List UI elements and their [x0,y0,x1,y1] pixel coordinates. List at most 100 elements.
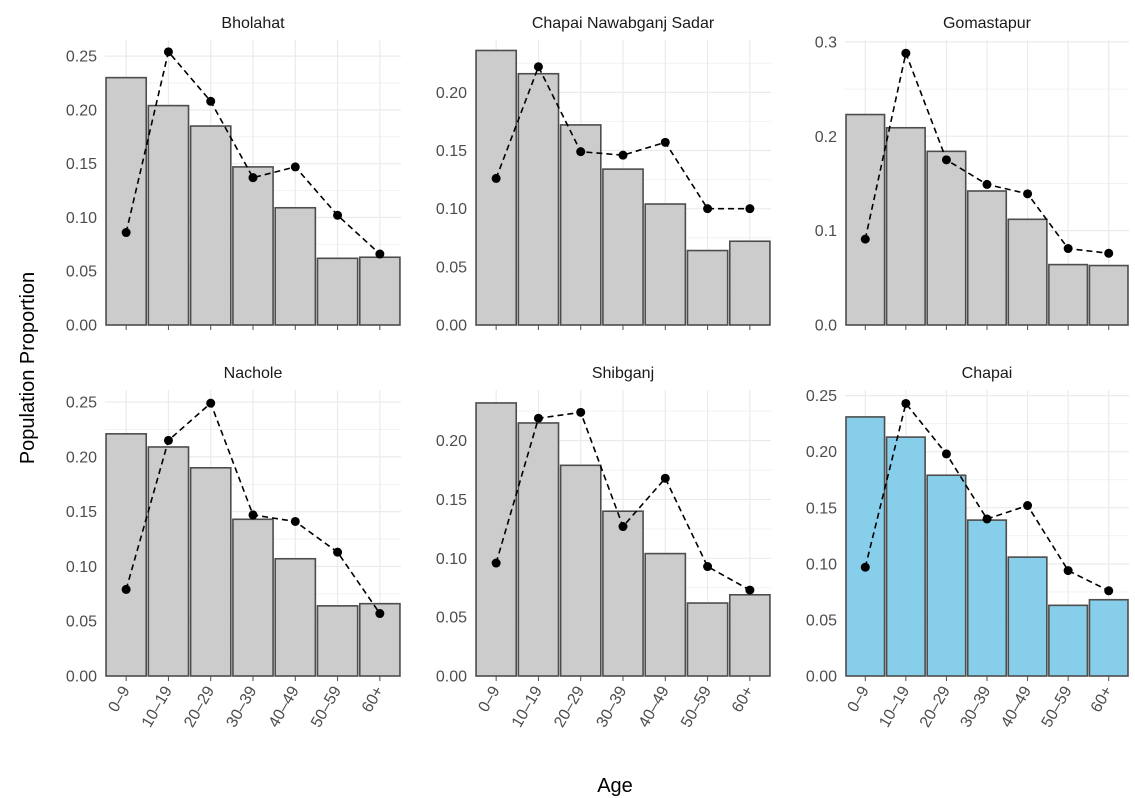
line-point-4 [290,516,300,526]
y-tick-label: 0.20 [806,444,837,461]
bar-3 [232,166,274,326]
y-tick-label: 0.15 [66,156,97,173]
panel-0: Bholahat 0.00 0.05 0.10 0.15 0.20 0.25 [66,15,401,335]
bar-2 [926,474,967,677]
line-point-5 [1063,566,1073,576]
line-point-5 [703,562,713,572]
line-point-0 [121,584,131,594]
y-tick-label: 0.25 [66,49,97,66]
y-tick-label: 0.05 [436,610,467,627]
y-tick-label: 0.15 [66,504,97,521]
bar-3 [966,519,1008,677]
line-point-2 [206,96,216,106]
x-axis-title: Age [597,775,633,797]
line-point-4 [290,162,300,172]
line-point-1 [163,47,173,57]
bar-4 [274,557,317,677]
panel-5: Chapai 0.00 0.05 0.10 0.15 0.20 0.25 0–9 10–19 20… [806,365,1129,731]
y-tick-label: 0.0 [815,318,837,335]
x-tick-label: 10–19 [509,683,546,730]
line-point-0 [491,558,501,568]
bar-5 [1048,263,1089,326]
line-point-5 [703,204,713,214]
bar-1 [147,104,190,326]
bar-1 [885,436,926,677]
y-tick-label: 0.05 [806,612,837,629]
panel-title: Nachole [224,365,283,382]
line-point-3 [618,522,628,532]
panel-title: Gomastapur [943,15,1032,32]
x-tick-label: 60+ [359,684,387,716]
panel-title: Bholahat [221,15,285,32]
bar-5 [316,605,359,677]
x-tick-label: 0–9 [106,683,134,715]
x-tick-label: 0–9 [476,683,504,715]
line-point-2 [941,449,951,459]
bar-0 [105,76,148,326]
y-tick-label: 0.20 [436,433,467,450]
y-tick-label: 0.00 [436,318,467,335]
y-tick-label: 0.15 [436,143,467,160]
bar-5 [316,257,359,326]
x-tick-label: 0–9 [845,683,873,715]
x-tick-label: 60+ [729,684,757,716]
bar-3 [232,518,274,677]
y-tick-label: 0.20 [436,85,467,102]
line-point-1 [163,435,173,445]
bar-6 [358,256,401,326]
line-point-0 [121,228,131,238]
panel-3: Nachole 0.00 0.05 0.10 0.15 0.20 0.25 0–9 10–19 2… [66,365,401,731]
x-tick-label: 10–19 [876,683,913,730]
y-axis-title: Population Proportion [17,272,39,464]
x-tick-label: 40–49 [636,683,673,730]
line-point-6 [1104,586,1114,596]
x-tick-label: 50–59 [308,683,345,730]
x-tick-label: 60+ [1088,684,1116,716]
bar-3 [602,168,644,326]
line-point-6 [745,585,755,595]
line-point-2 [206,398,216,408]
y-tick-label: 0.2 [815,129,837,146]
bar-1 [517,422,560,677]
x-tick-label: 40–49 [998,683,1035,730]
y-tick-label: 0.00 [66,318,97,335]
bar-5 [1048,604,1089,677]
bar-2 [189,467,232,677]
bar-4 [644,552,687,677]
line-point-3 [982,179,992,189]
y-tick-label: 0.10 [436,201,467,218]
line-point-6 [375,609,385,619]
panel-title: Shibganj [592,365,654,382]
panel-group: Bholahat 0.00 0.05 0.10 0.15 0.20 0.25 Chapai N… [66,15,1129,731]
line-point-2 [576,147,586,157]
line-point-5 [333,210,343,220]
panel-1: Chapai Nawabganj Sadar 0.00 0.05 0.10 0.15 0.… [436,15,771,335]
bar-0 [475,49,518,326]
line-point-2 [576,407,586,417]
bar-4 [274,206,317,326]
y-tick-label: 0.05 [436,259,467,276]
line-point-4 [1023,501,1033,511]
bar-0 [845,113,886,326]
line-point-4 [660,137,670,147]
x-tick-label: 50–59 [678,683,715,730]
line-point-1 [533,62,543,72]
x-tick-label: 30–39 [593,683,630,730]
y-tick-label: 0.10 [436,551,467,568]
y-tick-label: 0.20 [66,102,97,119]
y-tick-label: 0.05 [66,264,97,281]
bar-6 [1088,264,1129,326]
line-point-5 [333,547,343,557]
y-tick-label: 0.10 [66,559,97,576]
line-point-3 [248,173,258,183]
bar-0 [845,416,886,677]
panel-title: Chapai [962,365,1013,382]
x-tick-label: 10–19 [139,683,176,730]
bar-4 [1007,218,1048,326]
line-point-3 [248,510,258,520]
bar-1 [517,72,560,326]
panel-4: Shibganj 0.00 0.05 0.10 0.15 0.20 0–9 10–19 20–2… [436,365,771,731]
y-tick-label: 0.25 [806,388,837,405]
y-tick-label: 0.10 [806,556,837,573]
